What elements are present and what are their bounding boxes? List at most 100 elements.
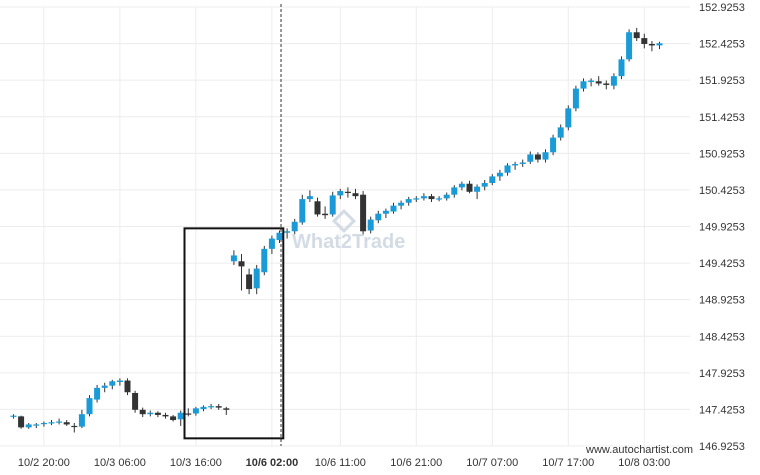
- y-tick-label: 152.4253: [699, 39, 745, 51]
- candle-body: [284, 231, 291, 233]
- candle: [542, 149, 549, 163]
- x-tick-label: 10/6 02:00: [246, 457, 299, 469]
- candle-body: [132, 392, 139, 410]
- candle: [641, 33, 648, 49]
- candle: [246, 268, 253, 295]
- candle-body: [641, 38, 648, 44]
- candle: [10, 414, 17, 419]
- watermark-group: What2Trade: [292, 208, 405, 253]
- candle: [177, 410, 184, 426]
- candle-body: [40, 422, 47, 425]
- candle: [398, 200, 405, 210]
- candle-body: [101, 385, 108, 388]
- y-tick-label: 151.4253: [699, 112, 745, 124]
- x-tick-label: 10/3 16:00: [170, 457, 222, 469]
- candle-body: [344, 191, 351, 193]
- candle-body: [63, 422, 70, 425]
- candle: [116, 378, 123, 386]
- candle-body: [215, 406, 222, 408]
- candle: [86, 395, 93, 417]
- candle-body: [565, 108, 572, 128]
- candle-body: [18, 416, 25, 428]
- candle-body: [534, 154, 541, 160]
- candle-body: [71, 425, 78, 428]
- candle: [33, 422, 40, 429]
- candle: [375, 210, 382, 224]
- y-tick-label: 147.4253: [699, 404, 745, 416]
- y-tick-label: 146.9253: [699, 441, 745, 453]
- candle: [534, 152, 541, 163]
- candle-body: [451, 187, 458, 195]
- candle: [633, 27, 640, 42]
- candle-body: [489, 176, 496, 183]
- candle: [428, 193, 435, 203]
- candle-body: [557, 127, 564, 138]
- candle-body: [86, 398, 93, 415]
- candle-body: [527, 154, 534, 162]
- candle-body: [238, 261, 245, 267]
- candle: [527, 151, 534, 164]
- candle-body: [162, 414, 169, 417]
- candle-body: [436, 198, 443, 200]
- candle-body: [109, 381, 116, 386]
- candle: [352, 188, 359, 200]
- candle-body: [25, 424, 32, 428]
- candle-body: [519, 162, 526, 164]
- watermark-text: What2Trade: [292, 231, 405, 253]
- candle: [610, 73, 617, 90]
- candle-body: [185, 413, 192, 415]
- candle: [276, 230, 283, 243]
- candle-body: [367, 219, 374, 231]
- x-tick-label: 10/6 11:00: [315, 457, 366, 469]
- candle: [18, 415, 25, 429]
- candle: [71, 422, 78, 433]
- candle: [443, 192, 450, 201]
- y-tick-label: 147.9253: [699, 368, 745, 380]
- candle-body: [329, 195, 336, 215]
- y-tick-label: 150.4253: [699, 185, 745, 197]
- candle: [390, 202, 397, 214]
- candle-body: [223, 408, 230, 410]
- candle-body: [390, 205, 397, 212]
- candle: [588, 78, 595, 87]
- candle: [215, 403, 222, 410]
- candle: [253, 264, 260, 295]
- candle: [154, 411, 161, 418]
- candle: [405, 196, 412, 206]
- candle-body: [268, 238, 275, 249]
- candle: [519, 159, 526, 167]
- candle-body: [170, 416, 177, 421]
- candle-body: [550, 137, 557, 153]
- candle: [626, 29, 633, 62]
- candle-body: [481, 182, 488, 187]
- candle-body: [595, 81, 602, 84]
- candle: [223, 406, 230, 415]
- candle-body: [322, 213, 329, 216]
- footer-text: www.autochartist.com: [585, 444, 693, 456]
- candle-body: [626, 32, 633, 60]
- candle-body: [253, 268, 260, 289]
- candle-body: [588, 80, 595, 83]
- candle-body: [496, 172, 503, 177]
- candle-body: [314, 201, 321, 215]
- candle-body: [443, 194, 450, 199]
- candle: [185, 408, 192, 417]
- y-tick-label: 149.4253: [699, 258, 745, 270]
- candles-group: [10, 27, 663, 433]
- x-tick-label: 10/8 03:00: [618, 457, 670, 469]
- candle-body: [299, 199, 306, 223]
- candle-body: [124, 380, 131, 393]
- candle: [512, 161, 519, 170]
- candle: [78, 409, 85, 429]
- candle: [451, 185, 458, 198]
- watermark-logo-icon: [331, 208, 357, 234]
- candle-body: [276, 232, 283, 241]
- candle-body: [572, 88, 579, 109]
- x-tick-label: 10/2 20:00: [18, 457, 70, 469]
- candle-body: [618, 59, 625, 77]
- candle: [132, 390, 139, 413]
- candle-body: [398, 202, 405, 206]
- candle: [124, 378, 131, 396]
- candle-body: [154, 412, 161, 415]
- y-tick-label: 148.4253: [699, 331, 745, 343]
